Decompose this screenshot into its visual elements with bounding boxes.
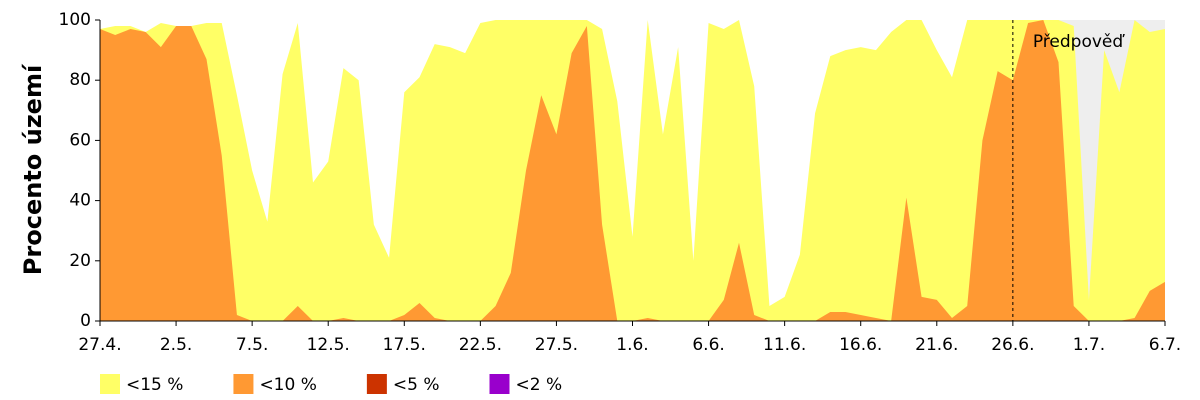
legend-swatch: [100, 374, 120, 394]
x-tick-label: 1.7.: [1073, 335, 1105, 355]
x-tick-label: 7.5.: [236, 335, 268, 355]
legend-label: <2 %: [516, 375, 563, 395]
y-tick-label: 0: [80, 311, 91, 331]
y-tick-label: 80: [69, 70, 91, 90]
legend-label: <5 %: [393, 375, 440, 395]
x-tick-label: 11.6.: [763, 335, 806, 355]
x-tick-label: 6.7.: [1149, 335, 1181, 355]
x-tick-label: 27.4.: [78, 335, 121, 355]
y-tick-label: 40: [69, 191, 91, 211]
y-tick-label: 60: [69, 130, 91, 150]
legend-label: <15 %: [126, 375, 183, 395]
legend-swatch: [489, 374, 510, 394]
x-tick-label: 16.6.: [839, 335, 882, 355]
legend-label: <10 %: [259, 375, 316, 395]
x-tick-label: 6.6.: [692, 335, 724, 355]
x-tick-label: 1.6.: [616, 335, 648, 355]
area: [100, 20, 1165, 321]
x-tick-label: 2.5.: [160, 335, 192, 355]
x-tick-label: 26.6.: [991, 335, 1034, 355]
legend-swatch: [366, 374, 387, 394]
area: [100, 20, 1165, 321]
forecast-label: Předpověď: [1033, 32, 1126, 52]
x-tick-label: 12.5.: [307, 335, 350, 355]
x-tick-label: 21.6.: [915, 335, 958, 355]
y-tick-label: 100: [59, 10, 91, 30]
x-tick-label: 27.5.: [535, 335, 578, 355]
y-tick-label: 20: [69, 251, 91, 271]
x-tick-label: 22.5.: [459, 335, 502, 355]
x-tick-label: 17.5.: [383, 335, 426, 355]
y-axis-title: Procento území: [19, 63, 47, 275]
legend-swatch: [233, 374, 254, 394]
